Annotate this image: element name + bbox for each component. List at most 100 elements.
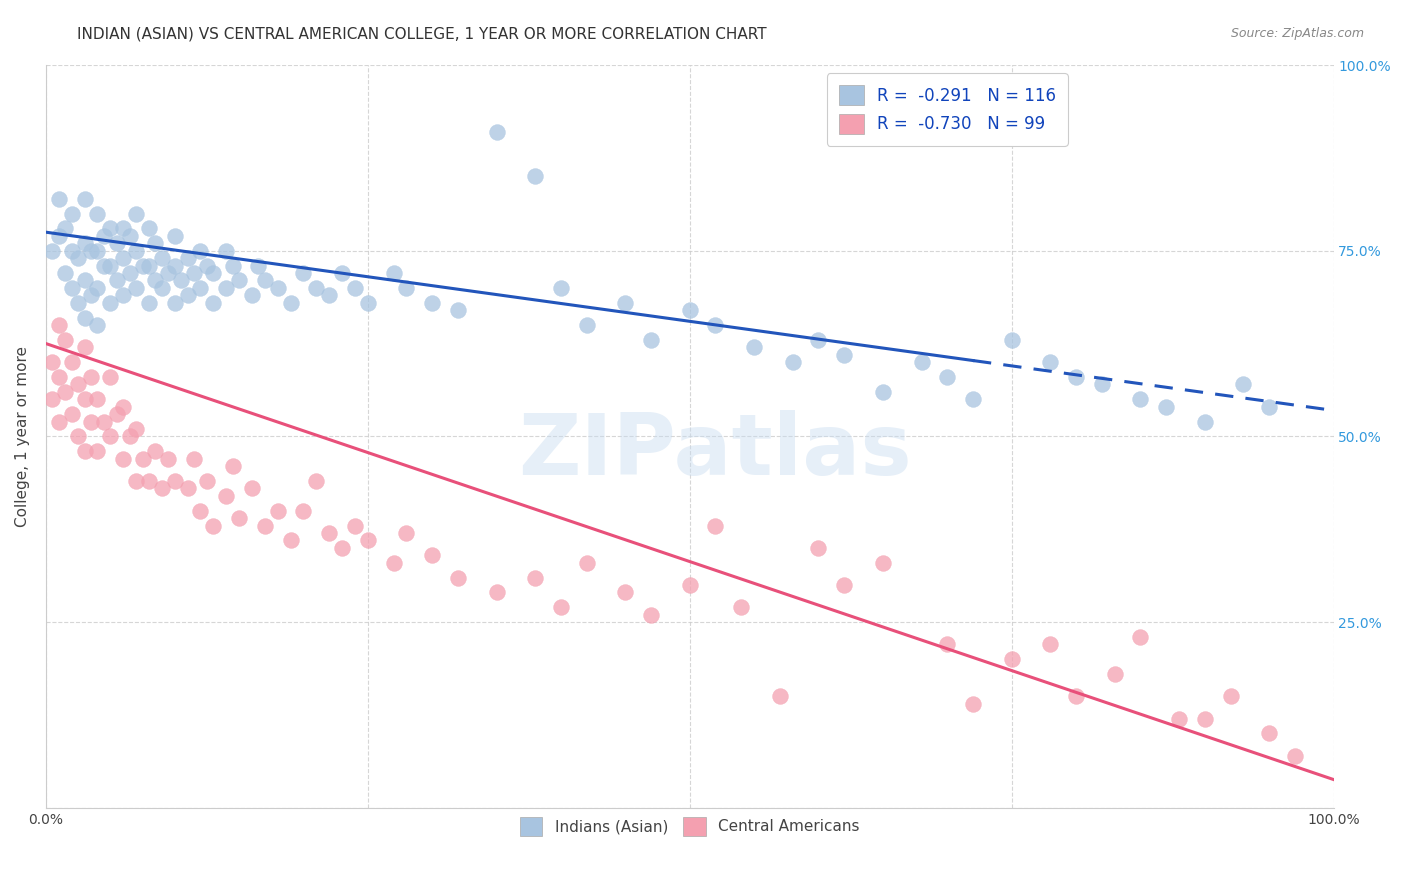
Point	[267, 281, 290, 295]
Point	[704, 518, 727, 533]
Point	[138, 221, 160, 235]
Point	[550, 281, 572, 295]
Point	[125, 244, 148, 258]
Point	[1154, 400, 1177, 414]
Point	[176, 251, 198, 265]
Point	[86, 318, 108, 332]
Point	[253, 273, 276, 287]
Point	[807, 333, 830, 347]
Point	[730, 600, 752, 615]
Point	[112, 288, 135, 302]
Point	[163, 295, 186, 310]
Point	[1194, 415, 1216, 429]
Point	[832, 578, 855, 592]
Point	[98, 429, 121, 443]
Point	[118, 429, 141, 443]
Point	[86, 206, 108, 220]
Point	[318, 288, 340, 302]
Point	[280, 295, 302, 310]
Point	[73, 444, 96, 458]
Point	[150, 482, 173, 496]
Point	[112, 451, 135, 466]
Point	[157, 451, 180, 466]
Point	[485, 125, 508, 139]
Point	[962, 392, 984, 407]
Point	[60, 407, 83, 421]
Point	[614, 295, 637, 310]
Point	[1232, 377, 1254, 392]
Point	[447, 303, 470, 318]
Point	[962, 697, 984, 711]
Point	[53, 266, 76, 280]
Point	[872, 556, 894, 570]
Point	[357, 295, 380, 310]
Point	[1001, 333, 1024, 347]
Point	[118, 228, 141, 243]
Point	[395, 281, 418, 295]
Point	[170, 273, 193, 287]
Point	[1039, 637, 1062, 651]
Point	[80, 415, 103, 429]
Point	[48, 415, 70, 429]
Point	[382, 266, 405, 280]
Point	[190, 244, 212, 258]
Point	[163, 259, 186, 273]
Point	[41, 355, 63, 369]
Point	[190, 504, 212, 518]
Point	[1064, 370, 1087, 384]
Point	[163, 228, 186, 243]
Point	[53, 333, 76, 347]
Point	[145, 273, 167, 287]
Point	[742, 340, 765, 354]
Point	[1194, 712, 1216, 726]
Point	[48, 318, 70, 332]
Point	[910, 355, 932, 369]
Point	[93, 415, 115, 429]
Point	[112, 251, 135, 265]
Point	[86, 392, 108, 407]
Point	[125, 474, 148, 488]
Point	[524, 570, 547, 584]
Point	[105, 273, 128, 287]
Point	[176, 288, 198, 302]
Point	[112, 400, 135, 414]
Point	[832, 348, 855, 362]
Point	[157, 266, 180, 280]
Point	[183, 266, 205, 280]
Point	[53, 384, 76, 399]
Point	[60, 244, 83, 258]
Point	[575, 556, 598, 570]
Point	[67, 295, 90, 310]
Point	[221, 259, 243, 273]
Point	[1168, 712, 1191, 726]
Point	[704, 318, 727, 332]
Point	[679, 303, 702, 318]
Point	[93, 259, 115, 273]
Point	[67, 429, 90, 443]
Point	[150, 281, 173, 295]
Point	[53, 221, 76, 235]
Point	[125, 206, 148, 220]
Point	[60, 355, 83, 369]
Point	[485, 585, 508, 599]
Point	[195, 259, 218, 273]
Point	[105, 236, 128, 251]
Point	[330, 541, 353, 555]
Point	[357, 533, 380, 548]
Point	[1001, 652, 1024, 666]
Text: ZIPatlas: ZIPatlas	[519, 409, 912, 492]
Point	[330, 266, 353, 280]
Point	[125, 422, 148, 436]
Point	[73, 310, 96, 325]
Point	[98, 295, 121, 310]
Point	[679, 578, 702, 592]
Point	[343, 518, 366, 533]
Point	[1258, 726, 1281, 740]
Point	[292, 504, 315, 518]
Point	[41, 392, 63, 407]
Point	[267, 504, 290, 518]
Point	[73, 273, 96, 287]
Point	[420, 548, 443, 562]
Point	[782, 355, 804, 369]
Point	[80, 288, 103, 302]
